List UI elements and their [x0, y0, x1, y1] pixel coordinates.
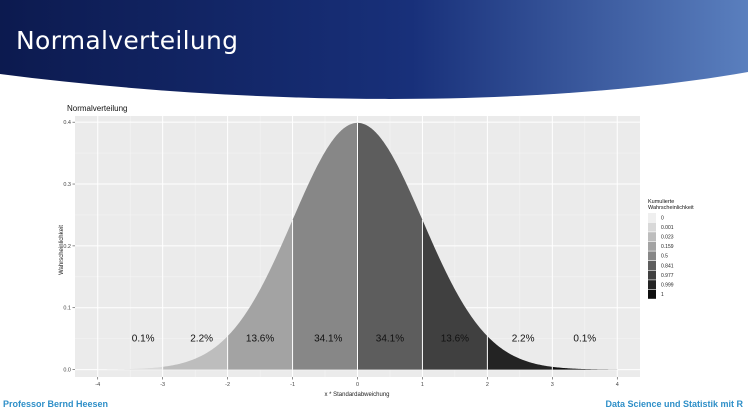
footer-author: Professor Bernd Heesen — [3, 399, 109, 409]
legend-label: 1 — [661, 292, 664, 298]
percent-label: 0.1% — [573, 334, 596, 345]
y-axis-label: Wahrscheinlichkeit — [59, 225, 65, 275]
percent-label: 0.1% — [132, 334, 155, 345]
x-tick-label: -4 — [95, 382, 100, 388]
legend-title-line2: Wahrscheinlichkeit — [648, 205, 694, 211]
percent-label: 2.2% — [190, 334, 213, 345]
density-region-8 — [552, 366, 618, 370]
y-tick-label: 0.0 — [63, 368, 71, 374]
legend-label: 0.977 — [661, 273, 674, 279]
legend-label: 0.159 — [661, 244, 674, 250]
slide-title: Normalverteilung — [16, 26, 239, 55]
x-tick-label: 2 — [486, 382, 489, 388]
legend-title-line1: Kumulierte — [648, 199, 674, 205]
legend-swatch — [648, 241, 656, 251]
percent-label: 2.2% — [512, 334, 535, 345]
legend-swatch — [648, 222, 656, 232]
legend-label: 0.001 — [661, 225, 674, 231]
title-banner — [0, 0, 748, 99]
legend-entries: 0 0.001 0.023 0.159 0.5 0.841 0.977 0.999 1 — [648, 213, 674, 299]
density-region-2 — [162, 336, 228, 370]
y-tick-label: 0.1 — [63, 306, 71, 312]
percent-label: 13.6% — [441, 334, 469, 345]
x-tick-label: 3 — [551, 382, 554, 388]
percent-label: 34.1% — [314, 334, 342, 345]
normal-distribution-chart: Normalverteilung 0.1% 2.2% 13.6% 34.1% 34.1%… — [59, 104, 694, 398]
banner-shape — [0, 0, 748, 99]
x-tick-label: -3 — [160, 382, 165, 388]
legend-swatch — [648, 261, 656, 270]
x-tick-label: 1 — [421, 382, 424, 388]
x-axis-label: x * Standardabweichung — [324, 392, 389, 398]
legend-label: 0 — [661, 215, 664, 221]
density-region-3 — [227, 219, 293, 370]
region-dividers — [162, 122, 553, 370]
legend-swatch — [648, 289, 656, 299]
y-tick-label: 0.3 — [63, 182, 71, 188]
chart-title: Normalverteilung — [67, 104, 127, 113]
percent-labels: 0.1% 2.2% 13.6% 34.1% 34.1% 13.6% 2.2% 0.1% — [132, 334, 597, 345]
legend-swatch — [648, 270, 656, 280]
density-region-6 — [422, 219, 488, 370]
legend-label: 0.841 — [661, 263, 674, 269]
legend-label: 0.023 — [661, 235, 674, 241]
density-region-4 — [292, 122, 358, 370]
percent-label: 13.6% — [246, 334, 274, 345]
y-tick-label: 0.2 — [63, 244, 71, 250]
density-regions — [97, 122, 618, 370]
x-axis-ticks: -4 -3 -2 -1 0 1 2 3 4 — [95, 377, 619, 388]
legend-label: 0.5 — [661, 254, 668, 260]
footer-course: Data Science und Statistik mit R — [605, 399, 743, 409]
legend-swatch — [648, 232, 656, 242]
x-tick-label: -1 — [290, 382, 295, 388]
legend-swatch — [648, 251, 656, 261]
y-axis-ticks: 0.0 0.1 0.2 0.3 0.4 — [63, 120, 75, 374]
legend-swatch — [648, 280, 656, 290]
x-tick-label: -2 — [225, 382, 230, 388]
legend: Kumulierte Wahrscheinlichkeit 0 0.001 0.02… — [648, 199, 694, 299]
percent-label: 34.1% — [376, 334, 404, 345]
legend-label: 0.999 — [661, 283, 674, 289]
density-region-5 — [357, 122, 423, 370]
density-region-7 — [487, 336, 553, 370]
density-region-1 — [97, 366, 163, 370]
x-tick-label: 0 — [356, 382, 359, 388]
legend-swatch — [648, 213, 656, 222]
y-tick-label: 0.4 — [63, 120, 71, 126]
x-tick-label: 4 — [616, 382, 619, 388]
